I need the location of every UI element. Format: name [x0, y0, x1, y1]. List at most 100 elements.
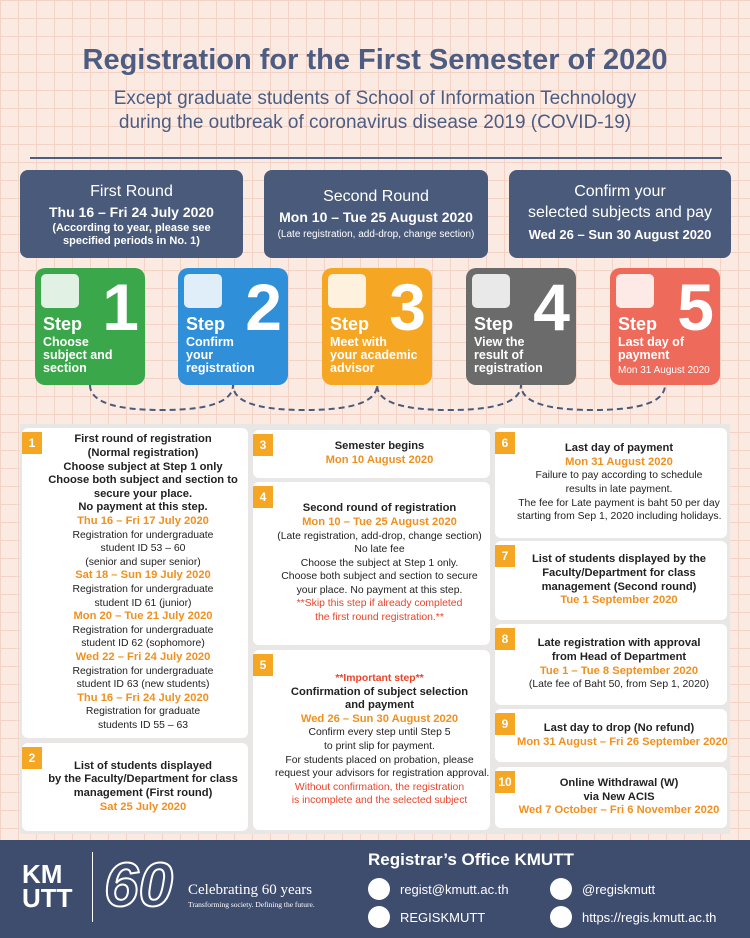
item-text: your place. No payment at this step.: [296, 584, 463, 596]
step-number: 1: [102, 270, 139, 344]
item-number: 1: [22, 432, 42, 454]
divider: [30, 157, 722, 159]
step-tile: 5 Step Last day of payment Mon 31 August 202…: [610, 268, 720, 385]
logo-divider: [92, 852, 93, 922]
step-line: your: [186, 348, 214, 362]
round-text: selected subjects and pay: [527, 204, 713, 221]
item-text: Without confirmation, the registration: [294, 781, 465, 793]
email-icon: [368, 878, 390, 900]
item-text: (Late fee of Baht 50, from Sep 1, 2020): [528, 679, 710, 691]
item-text: Semester begins: [334, 440, 425, 453]
step-number: 3: [389, 270, 426, 344]
anniversary-logo: 60: [103, 850, 174, 921]
item-text: is incomplete and the selected subject: [291, 795, 468, 807]
item-text: First round of registration: [74, 433, 212, 446]
item-text: Mon 10 – Tue 25 August 2020: [302, 515, 457, 528]
item-text: Choose subject at Step 1 only: [63, 460, 223, 473]
round-text: specified periods in No. 1): [63, 234, 200, 247]
item-text: request your advisors for registration a…: [275, 768, 490, 780]
round-box: First Round Thu 16 – Fri 24 July 2020 (Acc…: [20, 170, 243, 258]
item-text: No late fee: [354, 544, 405, 556]
web-icon: [550, 906, 572, 928]
step-line: payment: [618, 348, 670, 362]
step-tile: 4 Step View the result of registration: [466, 268, 576, 385]
item-text: Sat 18 – Sun 19 July 2020: [75, 569, 211, 582]
round-text: Confirm your: [574, 183, 666, 200]
item-text: starting from Sep 1, 2020 including holi…: [517, 511, 722, 523]
dashed-path: [89, 384, 666, 412]
item-number: 6: [495, 432, 515, 454]
step-icon: [328, 274, 366, 308]
timeline-item: 3 Semester begins Mon 10 August 2020: [253, 430, 490, 478]
step-line: subject and: [43, 348, 113, 362]
item-text: Registration for undergraduate: [72, 665, 214, 677]
item-number: 10: [495, 771, 515, 793]
item-text: List of students displayed: [74, 759, 212, 772]
subtitle: Except graduate students of School of In…: [113, 88, 637, 109]
email: regist@kmutt.ac.th: [400, 882, 509, 897]
item-text: Choose the subject at Step 1 only.: [300, 557, 459, 569]
item-text: Faculty/Department for class: [542, 566, 696, 579]
step-icon: [184, 274, 222, 308]
item-text: Last day to drop (No refund): [543, 721, 695, 734]
step-line: registration: [186, 361, 255, 375]
item-text: Confirmation of subject selection: [290, 685, 469, 698]
round-text: Wed 26 – Sun 30 August 2020: [528, 227, 712, 242]
logo: KM: [22, 859, 63, 889]
step-line: Choose: [43, 335, 89, 349]
item-text: No payment at this step.: [78, 501, 208, 514]
facebook-icon: [368, 906, 390, 928]
item-text: For students placed on probation, please: [285, 754, 474, 766]
step-icon: [41, 274, 79, 308]
timeline-item: 2 List of students displayed by the Facult…: [22, 743, 248, 831]
website: https://regis.kmutt.ac.th: [582, 910, 717, 925]
step-line: registration: [474, 361, 543, 375]
round-text: First Round: [90, 182, 173, 200]
item-text: from Head of Department: [551, 650, 687, 663]
round-box: Second Round Mon 10 – Tue 25 August 2020 (…: [264, 170, 488, 258]
connector: [89, 384, 666, 412]
item-text: (Late registration, add-drop, change sec…: [277, 530, 482, 542]
step-line: Meet with: [330, 335, 387, 349]
step-number: 2: [245, 270, 282, 344]
item-text: Mon 31 August 2020: [565, 455, 673, 468]
step-tile: 3 Step Meet with your academic advisor: [322, 268, 432, 385]
step-line: View the: [474, 335, 525, 349]
timeline-item: 8 Late registration with approval from Hea…: [495, 624, 727, 705]
step-line: section: [43, 361, 87, 375]
step-note: Mon 31 August 2020: [618, 365, 710, 376]
item-text: Second round of registration: [302, 502, 457, 515]
item-text: Mon 20 – Tue 21 July 2020: [73, 610, 213, 623]
item-number: 7: [495, 545, 515, 567]
step-word: Step: [186, 314, 226, 334]
item-text: student ID 61 (junior): [94, 597, 192, 609]
item-text: via New ACIS: [583, 790, 655, 803]
item-text: (Normal registration): [87, 447, 199, 460]
round-text: Second Round: [323, 187, 429, 205]
item-text: Thu 16 – Fri 17 July 2020: [77, 515, 209, 528]
item-text: Wed 7 October – Fri 6 November 2020: [518, 804, 720, 817]
footer: KM UTT 60 Celebrating 60 years Transform…: [0, 840, 750, 938]
item-text: the first round registration.**: [315, 612, 444, 624]
timeline-item: 5 **Important step** Confirmation of subje…: [253, 650, 490, 830]
item-text: Wed 26 – Sun 30 August 2020: [300, 712, 459, 725]
step-icon: [616, 274, 654, 308]
item-text: results in late payment.: [565, 484, 673, 495]
logo: UTT: [22, 883, 73, 913]
item-number: 4: [253, 486, 273, 508]
celebrating: Celebrating 60 years: [188, 882, 313, 898]
item-text: **Skip this step if already completed: [296, 598, 463, 610]
item-text: by the Faculty/Department for class: [48, 773, 238, 786]
step-line: result of: [474, 348, 524, 362]
item-text: Late registration with approval: [537, 637, 701, 650]
round-text: (Late registration, add-drop, change sec…: [277, 228, 475, 240]
title: Registration for the First Semester of 2…: [82, 44, 668, 76]
step-label: View the result of registration: [474, 336, 543, 375]
item-text: student ID 63 (new students): [76, 679, 210, 691]
step-word: Step: [618, 314, 658, 334]
item-text: Thu 16 – Fri 24 July 2020: [77, 691, 209, 704]
line-id: @regiskmutt: [582, 882, 656, 897]
step-label: Last day of payment Mon 31 August 2020: [618, 336, 710, 377]
item-number: 9: [495, 713, 515, 735]
